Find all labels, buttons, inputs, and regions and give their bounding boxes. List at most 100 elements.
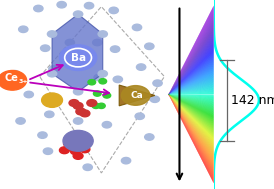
- Circle shape: [98, 31, 107, 37]
- Polygon shape: [169, 94, 214, 126]
- Polygon shape: [169, 94, 214, 112]
- Polygon shape: [169, 94, 214, 129]
- Polygon shape: [169, 75, 214, 94]
- Polygon shape: [169, 94, 214, 156]
- Polygon shape: [169, 79, 214, 94]
- Polygon shape: [169, 94, 214, 160]
- Polygon shape: [169, 67, 214, 94]
- Polygon shape: [169, 94, 214, 158]
- Polygon shape: [169, 94, 214, 183]
- Polygon shape: [169, 83, 214, 94]
- Polygon shape: [169, 67, 214, 94]
- Circle shape: [153, 80, 162, 86]
- Polygon shape: [169, 15, 214, 94]
- Polygon shape: [169, 57, 214, 94]
- Polygon shape: [169, 94, 214, 146]
- Polygon shape: [169, 94, 214, 130]
- Polygon shape: [169, 80, 214, 94]
- Circle shape: [135, 113, 144, 119]
- Polygon shape: [169, 45, 214, 94]
- Text: Ce: Ce: [4, 74, 18, 83]
- Polygon shape: [169, 9, 214, 94]
- Circle shape: [113, 76, 122, 83]
- Polygon shape: [169, 94, 214, 137]
- Polygon shape: [169, 94, 214, 158]
- Polygon shape: [119, 85, 155, 106]
- Polygon shape: [169, 94, 214, 117]
- Polygon shape: [169, 55, 214, 94]
- Polygon shape: [169, 36, 214, 94]
- Polygon shape: [169, 42, 214, 94]
- Polygon shape: [169, 94, 214, 106]
- Polygon shape: [169, 74, 214, 94]
- Polygon shape: [169, 90, 214, 94]
- Polygon shape: [169, 94, 214, 169]
- Polygon shape: [169, 94, 214, 141]
- Polygon shape: [169, 94, 214, 102]
- Polygon shape: [169, 94, 214, 144]
- Polygon shape: [169, 82, 214, 94]
- Polygon shape: [169, 94, 214, 103]
- Polygon shape: [169, 94, 214, 146]
- Polygon shape: [169, 94, 214, 135]
- Polygon shape: [169, 94, 214, 132]
- Polygon shape: [169, 94, 214, 138]
- Circle shape: [63, 130, 93, 151]
- Circle shape: [136, 64, 146, 70]
- Polygon shape: [169, 76, 214, 94]
- Polygon shape: [169, 43, 214, 94]
- Polygon shape: [169, 60, 214, 94]
- Polygon shape: [169, 94, 214, 134]
- Polygon shape: [169, 46, 214, 94]
- Circle shape: [94, 74, 103, 81]
- Polygon shape: [169, 87, 214, 94]
- Polygon shape: [169, 94, 214, 165]
- Polygon shape: [169, 94, 214, 125]
- Polygon shape: [169, 58, 214, 94]
- Polygon shape: [169, 21, 214, 94]
- Circle shape: [64, 140, 73, 147]
- Polygon shape: [169, 94, 214, 124]
- Polygon shape: [169, 57, 214, 94]
- Polygon shape: [169, 22, 214, 94]
- Circle shape: [73, 88, 83, 95]
- Polygon shape: [169, 94, 214, 156]
- Polygon shape: [169, 82, 214, 94]
- Polygon shape: [169, 94, 214, 121]
- Polygon shape: [169, 75, 214, 94]
- Circle shape: [87, 100, 97, 106]
- Polygon shape: [169, 63, 214, 94]
- Circle shape: [109, 7, 118, 14]
- Circle shape: [121, 86, 150, 105]
- Polygon shape: [169, 94, 214, 168]
- Polygon shape: [169, 94, 214, 172]
- Circle shape: [80, 146, 90, 153]
- Polygon shape: [169, 84, 214, 94]
- Polygon shape: [169, 18, 214, 95]
- Polygon shape: [169, 94, 214, 120]
- Polygon shape: [169, 26, 214, 94]
- Polygon shape: [169, 94, 214, 166]
- Polygon shape: [169, 65, 214, 94]
- Polygon shape: [169, 94, 214, 118]
- Polygon shape: [169, 94, 214, 122]
- Polygon shape: [169, 61, 214, 94]
- Polygon shape: [169, 94, 214, 157]
- Polygon shape: [169, 94, 214, 95]
- Polygon shape: [169, 50, 214, 94]
- Polygon shape: [169, 38, 214, 94]
- Polygon shape: [169, 16, 214, 94]
- Polygon shape: [169, 39, 214, 94]
- Polygon shape: [169, 28, 214, 94]
- Polygon shape: [169, 94, 214, 182]
- Circle shape: [0, 70, 27, 90]
- Polygon shape: [169, 94, 214, 183]
- Polygon shape: [169, 94, 214, 147]
- Polygon shape: [169, 94, 214, 126]
- Polygon shape: [169, 73, 214, 94]
- Circle shape: [10, 70, 20, 77]
- Text: 3+: 3+: [18, 79, 28, 84]
- Polygon shape: [169, 94, 214, 148]
- Polygon shape: [169, 23, 214, 94]
- Polygon shape: [169, 94, 214, 153]
